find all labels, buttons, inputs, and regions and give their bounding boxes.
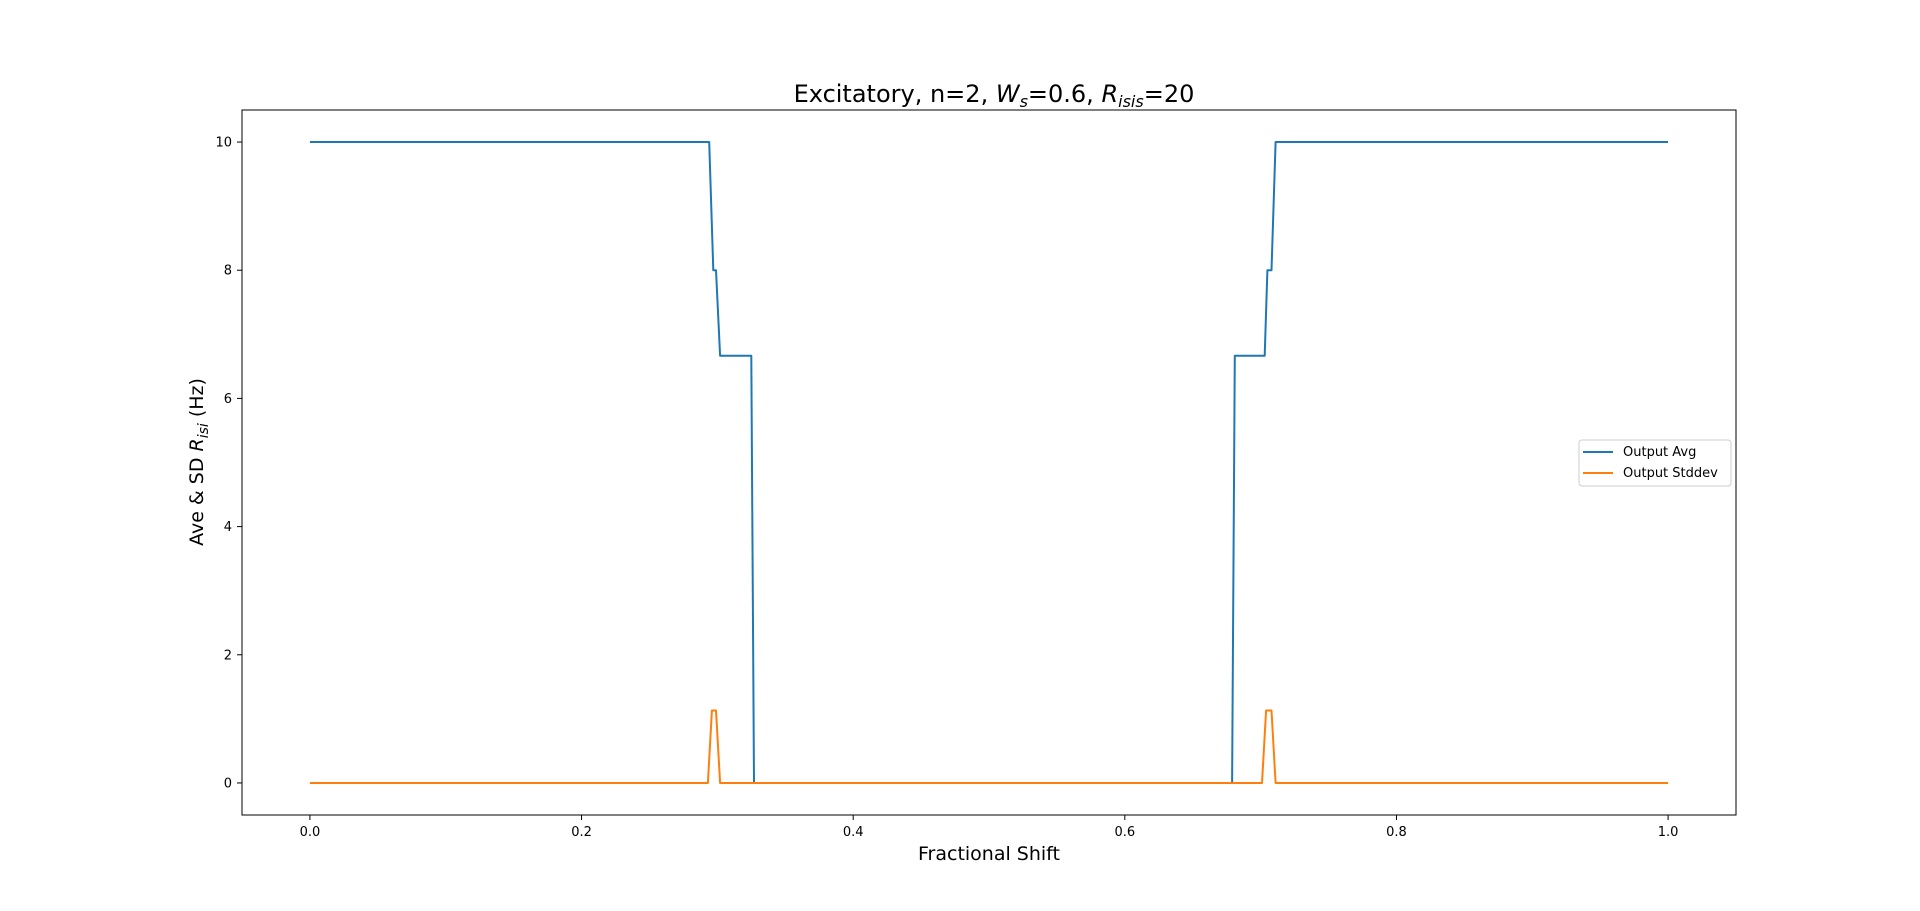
y-axis-label-suffix: (Hz)	[186, 378, 208, 423]
chart-title: Excitatory, n=2, Ws=0.6, Risis=20	[794, 80, 1195, 111]
series-line-output-stddev	[309, 709, 1669, 784]
y-tick-label: 4	[224, 520, 232, 535]
plot-frame	[241, 109, 1737, 816]
x-axis: 0.0 0.2 0.4 0.6 0.8 1.0	[300, 815, 1679, 840]
title-r-value: =20	[1144, 80, 1195, 108]
x-tick-label: 0.0	[300, 825, 321, 840]
x-tick-label: 0.8	[1386, 825, 1407, 840]
legend-frame	[1578, 439, 1732, 487]
y-tick-label: 6	[224, 392, 232, 407]
title-prefix: Excitatory, n=2,	[794, 80, 996, 108]
y-axis-label-subscript: isi	[196, 423, 212, 438]
title-w-subscript: s	[1020, 92, 1028, 111]
legend-label-output-avg: Output Avg	[1623, 445, 1696, 460]
x-tick-label: 0.4	[843, 825, 864, 840]
y-axis-label: Ave & SD Risi (Hz)	[186, 378, 212, 546]
title-r-subscript: isis	[1118, 92, 1144, 111]
y-tick-label: 0	[224, 776, 232, 791]
series-layer	[309, 141, 1669, 784]
plot-area	[241, 109, 1737, 816]
y-axis-label-variable: R	[186, 438, 208, 451]
legend-label-output-stddev: Output Stddev	[1623, 466, 1718, 481]
legend: Output Avg Output Stddev	[1578, 439, 1732, 487]
y-axis-label-prefix: Ave & SD	[186, 451, 208, 545]
title-w-value: =0.6,	[1028, 80, 1102, 108]
y-tick-label: 8	[224, 264, 232, 279]
y-tick-label: 2	[224, 648, 232, 663]
title-w-variable: W	[996, 80, 1021, 108]
x-tick-label: 1.0	[1658, 825, 1679, 840]
y-axis: 0 2 4 6 8 10	[215, 136, 242, 791]
x-axis-label: Fractional Shift	[918, 843, 1060, 865]
y-tick-label: 10	[215, 136, 232, 151]
x-tick-label: 0.2	[571, 825, 592, 840]
x-tick-label: 0.6	[1114, 825, 1135, 840]
title-r-variable: R	[1101, 80, 1118, 108]
